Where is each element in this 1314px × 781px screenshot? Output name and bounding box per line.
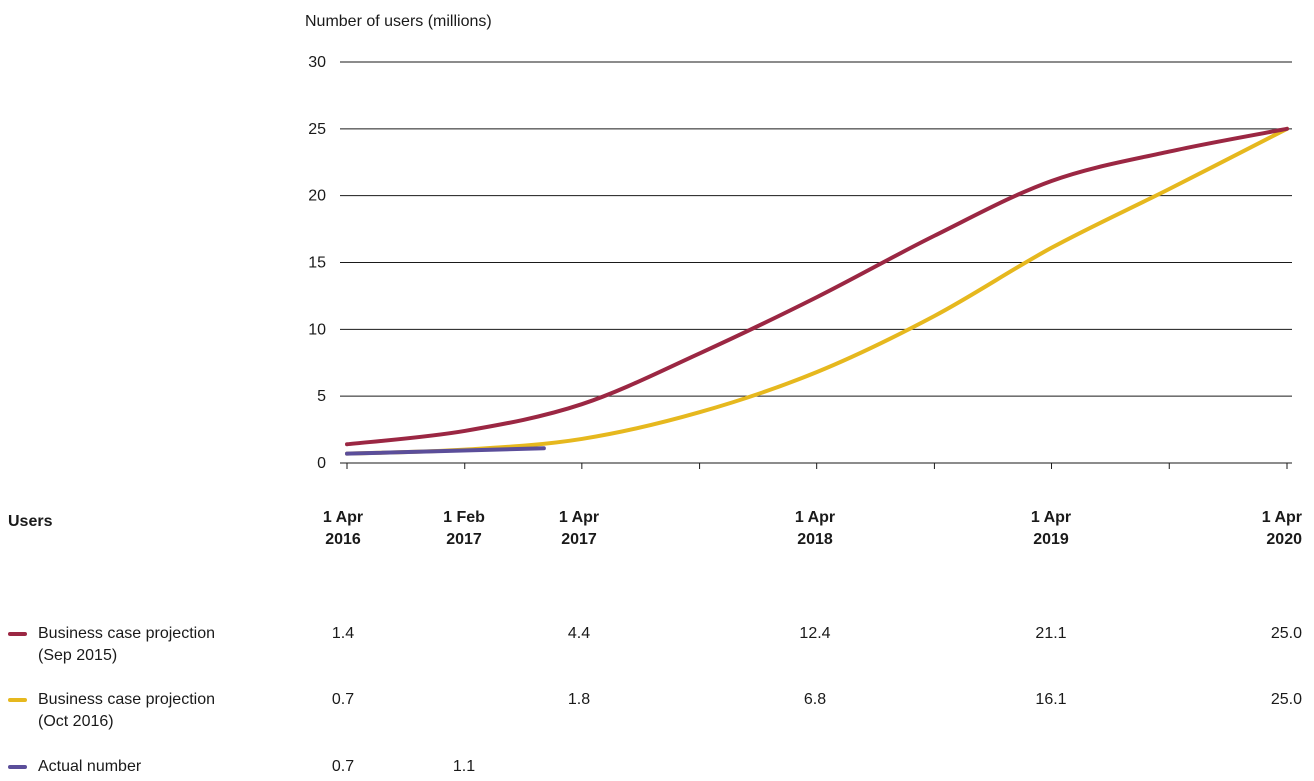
- table-cell: 1.4: [331, 625, 355, 642]
- table-column-header: 2018: [797, 531, 833, 548]
- y-tick-label: 25: [308, 121, 326, 138]
- table-column-header: 2016: [325, 531, 361, 548]
- table-cell: 4.4: [567, 625, 591, 642]
- table-cell: 25.0: [1270, 691, 1302, 708]
- table-cell: 0.7: [331, 758, 355, 775]
- table-cell: 25.0: [1270, 625, 1302, 642]
- table-column-header: 1 Apr: [322, 509, 364, 526]
- table-cell: 16.1: [1035, 691, 1067, 708]
- legend-swatch: [8, 632, 27, 636]
- legend-swatch: [8, 765, 27, 769]
- table-cell: 1.1: [452, 758, 476, 775]
- legend-label: Business case projection: [38, 691, 215, 708]
- y-tick-label: 30: [308, 54, 326, 71]
- series-line-2: [345, 446, 546, 456]
- y-tick-label: 5: [317, 388, 326, 405]
- y-tick-label: 10: [308, 321, 326, 338]
- legend-swatch: [8, 698, 27, 702]
- y-tick-label: 20: [308, 188, 326, 205]
- legend-label: (Sep 2015): [38, 647, 118, 664]
- table-column-header: 2017: [561, 531, 597, 548]
- table-column-header: 2019: [1033, 531, 1069, 548]
- table-cell: 12.4: [799, 625, 831, 642]
- table-column-header: 1 Apr: [794, 509, 836, 526]
- table-column-header: 1 Feb: [443, 509, 485, 526]
- table-column-header: 2020: [1266, 531, 1302, 548]
- line-chart: Number of users (millions) 051015202530 …: [305, 13, 1292, 470]
- y-tick-label: 15: [308, 255, 326, 272]
- series-line-0: [345, 126, 1289, 447]
- table-column-header: 1 Apr: [1261, 509, 1302, 526]
- table-cell: 1.8: [567, 691, 591, 708]
- table-cell: 21.1: [1035, 625, 1067, 642]
- table-title: Users: [8, 513, 53, 530]
- y-axis-title: Number of users (millions): [305, 13, 492, 30]
- table-column-header: 1 Apr: [1030, 509, 1072, 526]
- series-line-1: [345, 126, 1289, 456]
- legend-label: Business case projection: [38, 625, 215, 642]
- table-column-header: 2017: [446, 531, 482, 548]
- y-tick-label: 0: [317, 455, 326, 470]
- table-column-header: 1 Apr: [558, 509, 600, 526]
- legend-label: Actual number: [38, 758, 142, 775]
- table-cell: 0.7: [331, 691, 355, 708]
- legend-label: (Oct 2016): [38, 713, 114, 730]
- table-cell: 6.8: [803, 691, 827, 708]
